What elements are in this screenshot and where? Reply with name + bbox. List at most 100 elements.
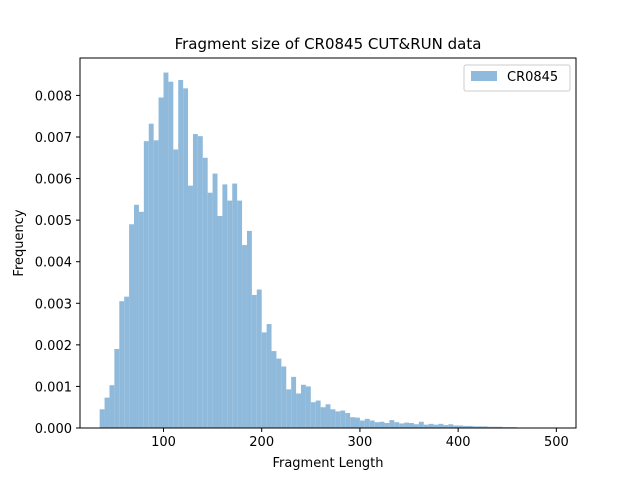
histogram-bar — [276, 358, 282, 428]
y-tick-label: 0.002 — [35, 339, 72, 354]
histogram-bar — [251, 294, 257, 428]
histogram-bar — [453, 425, 459, 428]
histogram-bar — [345, 413, 351, 428]
x-tick-label: 300 — [348, 435, 373, 450]
histogram-bar — [237, 200, 243, 428]
x-tick-label: 200 — [249, 435, 274, 450]
histogram-bar — [379, 421, 385, 428]
histogram-bar — [458, 425, 464, 428]
histogram-bar — [291, 376, 297, 428]
histogram-bar — [369, 420, 375, 428]
histogram-bar — [448, 424, 454, 428]
chart-title: Fragment size of CR0845 CUT&RUN data — [175, 35, 482, 53]
histogram-bar — [315, 400, 321, 428]
histogram-bar — [428, 423, 434, 428]
histogram-bar — [217, 215, 223, 428]
histogram-bar — [197, 136, 203, 428]
histogram-bar — [433, 424, 439, 428]
y-axis-label: Frequency — [12, 209, 27, 276]
histogram-bar — [330, 409, 336, 428]
histogram-bar — [104, 397, 110, 428]
histogram-bar — [409, 423, 414, 428]
histogram-bar — [384, 423, 390, 428]
histogram-bar — [134, 204, 139, 428]
histogram-bar — [168, 81, 174, 428]
x-tick-label: 400 — [446, 435, 471, 450]
histogram-bar — [232, 183, 238, 428]
histogram-bar — [359, 420, 365, 428]
histogram-bar — [340, 410, 346, 428]
histogram-bar — [192, 134, 198, 428]
histogram-bar — [497, 426, 503, 428]
y-tick-label: 0.008 — [35, 89, 72, 104]
histogram-bar — [188, 185, 193, 428]
histogram-bar — [281, 366, 287, 428]
histogram-bar — [300, 384, 306, 428]
histogram-bar — [114, 349, 120, 428]
histogram-bar — [138, 211, 144, 428]
histogram-bar — [399, 423, 405, 428]
histogram-bar — [320, 407, 326, 428]
histogram-bar — [173, 149, 179, 428]
histogram-bar — [413, 424, 419, 428]
histogram-bar — [222, 184, 228, 428]
histogram-bar — [482, 426, 488, 428]
histogram-bar — [418, 421, 424, 428]
histogram-bar — [472, 426, 478, 428]
x-axis-label: Fragment Length — [272, 456, 383, 471]
histogram-bar — [355, 417, 360, 428]
histogram-bar — [467, 425, 473, 428]
y-tick-label: 0.007 — [35, 131, 72, 146]
histogram-bar — [148, 123, 154, 428]
histogram-bar — [119, 301, 125, 428]
histogram-bar — [246, 230, 252, 428]
histogram-bar — [364, 418, 370, 428]
histogram-bar — [335, 411, 341, 428]
histogram-bar — [305, 386, 311, 428]
y-tick-label: 0.005 — [35, 214, 72, 229]
histogram-bar — [438, 423, 444, 428]
legend-swatch — [471, 71, 497, 81]
histogram-bar — [487, 426, 493, 428]
x-tick-label: 500 — [544, 435, 569, 450]
y-tick-label: 0.004 — [35, 256, 72, 271]
histogram-bar — [271, 351, 277, 428]
histogram-bar — [325, 404, 331, 428]
y-axis-ticks: 0.000 0.001 0.002 0.003 0.004 0.005 0.006 0.007… — [35, 89, 80, 437]
histogram-bar — [163, 72, 169, 429]
histogram-bar — [394, 422, 400, 428]
histogram-bar — [227, 200, 233, 428]
histogram-bar — [266, 324, 272, 428]
histogram-bar — [404, 422, 410, 428]
histogram-bar — [310, 402, 316, 428]
histogram-bar — [374, 422, 380, 428]
y-tick-label: 0.003 — [35, 297, 72, 312]
x-tick-label: 100 — [151, 435, 176, 450]
histogram-bar — [261, 332, 267, 428]
histogram-bar — [350, 417, 356, 428]
histogram-bar — [183, 88, 189, 428]
histogram-bar — [129, 224, 135, 428]
histogram-bar — [158, 97, 164, 429]
histogram-bar — [202, 157, 208, 428]
y-tick-label: 0.006 — [35, 173, 72, 188]
x-axis-ticks: 100 200 300 400 500 — [151, 428, 569, 450]
legend: CR0845 — [463, 64, 571, 92]
histogram-bar — [109, 385, 115, 428]
histogram-bar — [153, 140, 159, 428]
plot-frame — [79, 57, 577, 429]
histogram-bar — [423, 424, 429, 428]
histogram-bar — [286, 389, 292, 428]
histogram-bars — [99, 72, 557, 429]
histogram-bar — [389, 420, 395, 428]
histogram-bar — [207, 192, 213, 428]
y-tick-label: 0.001 — [35, 380, 72, 395]
histogram-bar — [143, 141, 149, 428]
histogram-bar — [99, 409, 105, 428]
legend-label: CR0845 — [507, 70, 558, 85]
histogram-bar — [463, 425, 468, 428]
histogram-bar — [124, 296, 130, 428]
histogram-bar — [443, 425, 449, 428]
y-tick-label: 0.000 — [35, 422, 72, 437]
